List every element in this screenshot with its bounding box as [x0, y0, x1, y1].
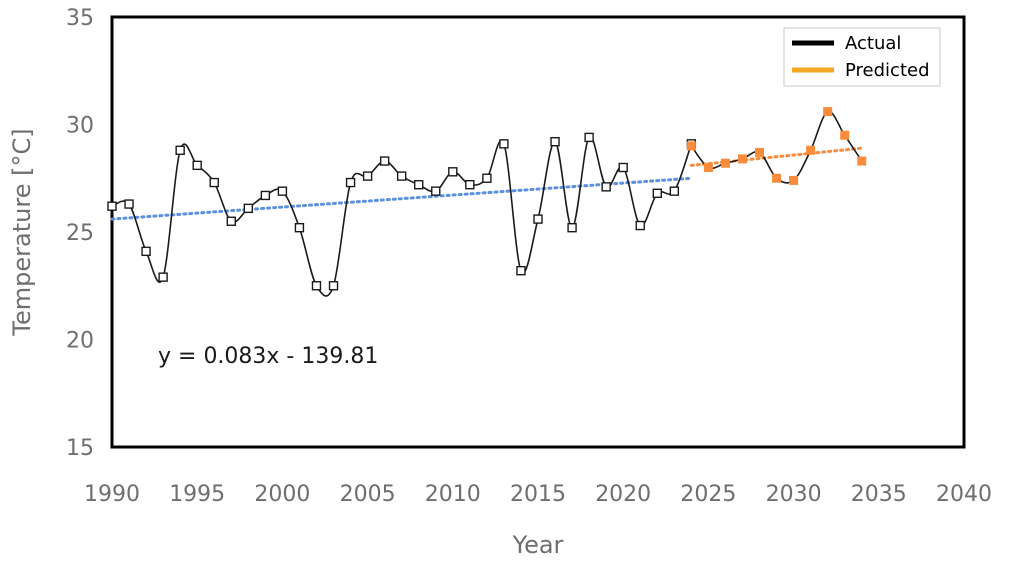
- data-point-actual: [277, 186, 288, 196]
- data-point-actual: [294, 222, 305, 233]
- data-point-actual: [192, 160, 202, 171]
- data-point-predicted: [720, 158, 730, 168]
- trendlines: [110, 146, 864, 221]
- trendline: [110, 176, 693, 221]
- data-point-actual: [567, 222, 577, 233]
- x-tick-label: 1995: [169, 482, 225, 507]
- data-point-predicted: [737, 154, 747, 164]
- data-point-predicted: [755, 147, 765, 157]
- data-point-actual: [431, 186, 441, 196]
- y-tick-label: 15: [66, 436, 94, 461]
- data-point-actual: [175, 145, 185, 156]
- x-tick-label: 2040: [936, 482, 992, 507]
- x-axis-title: Year: [512, 531, 564, 559]
- data-point-actual: [652, 188, 662, 199]
- data-point-actual: [362, 171, 373, 181]
- data-point-actual: [499, 139, 509, 149]
- data-point-actual: [124, 199, 134, 209]
- legend-predicted-label: Predicted: [845, 60, 930, 81]
- data-point-actual: [379, 156, 390, 166]
- y-tick-label: 30: [66, 114, 94, 139]
- data-point-actual: [533, 214, 543, 224]
- data-point-actual: [141, 246, 151, 257]
- data-point-actual: [243, 203, 254, 214]
- data-point-predicted: [789, 175, 799, 185]
- data-point-actual: [107, 201, 117, 211]
- data-point-actual: [226, 216, 236, 226]
- x-tick-label: 2010: [425, 482, 481, 507]
- y-axis-title: Temperature [°C]: [8, 128, 36, 336]
- x-tick-label: 2005: [340, 482, 396, 507]
- data-point-actual: [158, 272, 168, 282]
- trendline: [689, 146, 864, 167]
- data-point-actual: [209, 177, 219, 188]
- trend-equation: y = 0.083x - 139.81: [158, 344, 378, 369]
- y-tick-label: 20: [66, 329, 94, 354]
- data-point-predicted: [806, 145, 816, 155]
- series-markers: [107, 107, 867, 291]
- data-point-actual: [516, 266, 526, 276]
- legend: Actual Predicted: [783, 27, 941, 87]
- data-point-actual: [311, 281, 322, 291]
- data-point-actual: [260, 190, 271, 201]
- data-point-predicted: [840, 130, 850, 140]
- x-tick-label: 2025: [680, 482, 736, 507]
- data-point-actual: [345, 177, 356, 188]
- data-point-actual: [584, 132, 594, 143]
- data-point-predicted: [703, 163, 713, 172]
- data-point-actual: [414, 179, 424, 190]
- x-tick-label: 2030: [766, 482, 822, 507]
- plot-area-frame: [110, 15, 966, 449]
- y-axis-ticks: 15 20 25 30 35: [66, 6, 94, 461]
- x-tick-label: 2020: [595, 482, 651, 507]
- data-point-actual: [465, 179, 475, 190]
- legend-box: [783, 27, 941, 87]
- data-point-actual: [669, 186, 680, 196]
- data-point-actual: [482, 173, 492, 183]
- x-tick-label: 2035: [851, 482, 907, 507]
- legend-actual-label: Actual: [845, 33, 901, 54]
- data-point-predicted: [686, 141, 696, 151]
- x-tick-label: 2000: [254, 482, 310, 507]
- data-point-actual: [618, 162, 628, 173]
- x-tick-label: 1990: [84, 482, 140, 507]
- data-point-actual: [550, 136, 560, 147]
- data-point-actual: [601, 182, 611, 192]
- data-point-actual: [448, 167, 458, 177]
- data-point-actual: [396, 171, 407, 181]
- x-tick-label: 2015: [510, 482, 566, 507]
- y-tick-label: 25: [66, 221, 94, 246]
- y-tick-label: 35: [66, 6, 94, 31]
- data-point-predicted: [772, 173, 782, 183]
- x-axis-ticks: 1990 1995 2000 2005 2010 2015 2020 2025 2030 2035…: [84, 482, 992, 507]
- data-point-predicted: [857, 156, 867, 166]
- data-point-predicted: [823, 107, 833, 117]
- data-point-actual: [328, 281, 339, 291]
- data-point-actual: [635, 220, 645, 231]
